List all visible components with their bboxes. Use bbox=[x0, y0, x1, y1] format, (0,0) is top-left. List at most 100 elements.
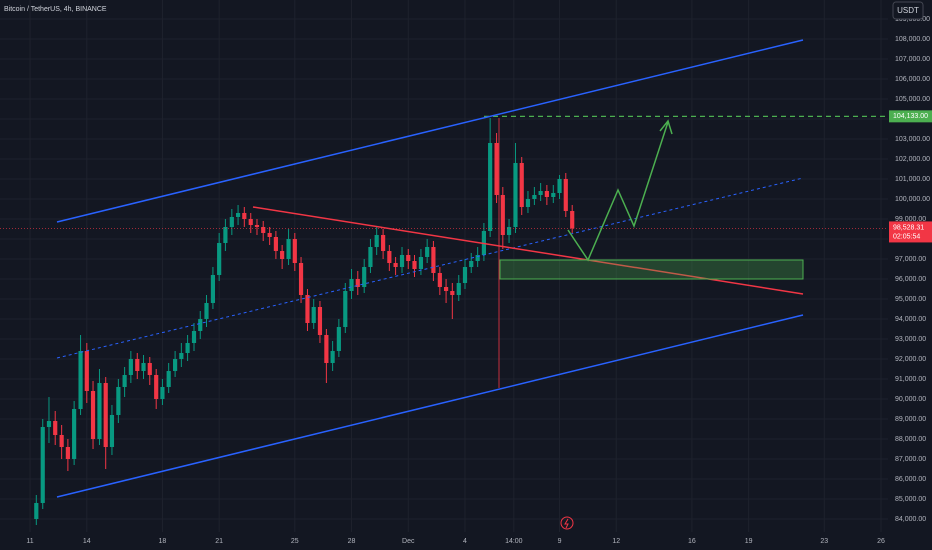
channel-top bbox=[56, 39, 804, 223]
candle-body bbox=[324, 335, 329, 363]
candle-body bbox=[280, 251, 285, 259]
candle-body bbox=[248, 219, 253, 225]
last-price-label: 98,528.31 bbox=[893, 224, 924, 231]
candle-body bbox=[173, 359, 178, 371]
x-tick-label: 14 bbox=[83, 538, 91, 545]
candle-body bbox=[443, 287, 449, 291]
grid bbox=[0, 0, 888, 532]
last-price-box bbox=[889, 221, 932, 243]
y-tick-label: 93,000.00 bbox=[895, 336, 926, 343]
candle-body bbox=[336, 327, 341, 351]
y-tick-label: 102,000.00 bbox=[895, 156, 930, 163]
candle-body bbox=[160, 387, 165, 399]
candle-body bbox=[406, 255, 411, 261]
y-tick-label: 107,000.00 bbox=[895, 56, 930, 63]
candle-body bbox=[462, 267, 468, 283]
chart-title: Bitcoin / TetherUS, 4h, BINANCE bbox=[4, 6, 107, 13]
candle-body bbox=[317, 307, 323, 335]
x-tick-label: 14:00 bbox=[505, 538, 523, 545]
candle-body bbox=[456, 283, 461, 295]
x-tick-label: 18 bbox=[159, 538, 167, 545]
candle-body bbox=[46, 421, 52, 427]
candle-body bbox=[311, 307, 316, 323]
y-tick-label: 91,000.00 bbox=[895, 376, 926, 383]
drawings bbox=[56, 39, 804, 498]
candle-body bbox=[179, 353, 184, 359]
x-tick-label: 26 bbox=[877, 538, 885, 545]
y-tick-label: 97,000.00 bbox=[895, 256, 926, 263]
x-tick-label: 9 bbox=[558, 538, 562, 545]
candle-body bbox=[418, 257, 424, 269]
event-icon[interactable] bbox=[560, 516, 574, 530]
candle-body bbox=[40, 427, 45, 503]
y-tick-label: 108,000.00 bbox=[895, 36, 930, 43]
candle-body bbox=[78, 351, 83, 409]
candle-body bbox=[103, 383, 108, 447]
x-tick-label: 23 bbox=[820, 538, 828, 545]
candle-body bbox=[34, 503, 39, 519]
x-tick-label: 4 bbox=[463, 538, 467, 545]
candle-body bbox=[122, 375, 127, 387]
candle-body bbox=[538, 191, 543, 195]
candle-body bbox=[519, 163, 524, 207]
axes: 84,000.00 85,000.00 86,000.00 87,000.00 88,0… bbox=[26, 16, 932, 545]
projection-path bbox=[567, 121, 669, 262]
candle-body bbox=[544, 191, 549, 197]
candle-body bbox=[261, 227, 266, 233]
candle-body bbox=[475, 255, 480, 261]
y-tick-label: 90,000.00 bbox=[895, 396, 926, 403]
candle-body bbox=[570, 211, 575, 229]
candle-body bbox=[551, 193, 556, 197]
candle-body bbox=[65, 447, 70, 459]
y-tick-label: 106,000.00 bbox=[895, 76, 930, 83]
candle-body bbox=[286, 239, 291, 259]
x-tick-label: 21 bbox=[215, 538, 223, 545]
x-tick-label: 12 bbox=[612, 538, 620, 545]
candle-body bbox=[381, 235, 386, 251]
y-tick-label: 85,000.00 bbox=[895, 496, 926, 503]
y-tick-label: 86,000.00 bbox=[895, 476, 926, 483]
candle-body bbox=[135, 359, 140, 371]
candle-body bbox=[191, 331, 197, 343]
candle-body bbox=[298, 263, 304, 295]
y-tick-label: 95,000.00 bbox=[895, 296, 926, 303]
candle-body bbox=[267, 233, 272, 237]
candle-body bbox=[59, 435, 64, 447]
channel-bottom bbox=[56, 314, 804, 498]
y-tick-label: 88,000.00 bbox=[895, 436, 926, 443]
candle-body bbox=[254, 225, 260, 227]
y-tick-label: 105,000.00 bbox=[895, 96, 930, 103]
y-tick-label: 99,000.00 bbox=[895, 216, 926, 223]
currency-label[interactable]: USDT bbox=[897, 6, 919, 15]
y-tick-label: 84,000.00 bbox=[895, 516, 926, 523]
candle-body bbox=[204, 303, 209, 319]
x-tick-label: 28 bbox=[348, 538, 356, 545]
y-tick-label: 94,000.00 bbox=[895, 316, 926, 323]
candle-body bbox=[469, 261, 474, 267]
candle-body bbox=[128, 359, 133, 375]
candle-body bbox=[210, 275, 216, 303]
x-tick-label: Dec bbox=[402, 538, 415, 545]
candle-body bbox=[147, 363, 152, 375]
candle-body bbox=[97, 383, 102, 439]
candle-body bbox=[387, 251, 392, 263]
candle-body bbox=[116, 387, 121, 415]
candle-body bbox=[431, 247, 436, 273]
event-bolt bbox=[564, 518, 569, 529]
currency-button[interactable] bbox=[892, 1, 924, 20]
candle-body bbox=[494, 143, 499, 195]
y-tick-label: 103,000.00 bbox=[895, 136, 930, 143]
candle-body bbox=[362, 267, 367, 287]
y-tick-label: 96,000.00 bbox=[895, 276, 926, 283]
candle-body bbox=[292, 239, 297, 263]
target-label: 104,133.00 bbox=[893, 113, 928, 120]
x-tick-label: 19 bbox=[745, 538, 753, 545]
candle-body bbox=[343, 291, 348, 327]
candle-body bbox=[154, 375, 159, 399]
candle-body bbox=[223, 227, 228, 243]
y-tick-label: 89,000.00 bbox=[895, 416, 926, 423]
projection-arrowhead bbox=[659, 119, 673, 135]
time-axis bbox=[0, 532, 888, 550]
candle-body bbox=[109, 415, 115, 447]
